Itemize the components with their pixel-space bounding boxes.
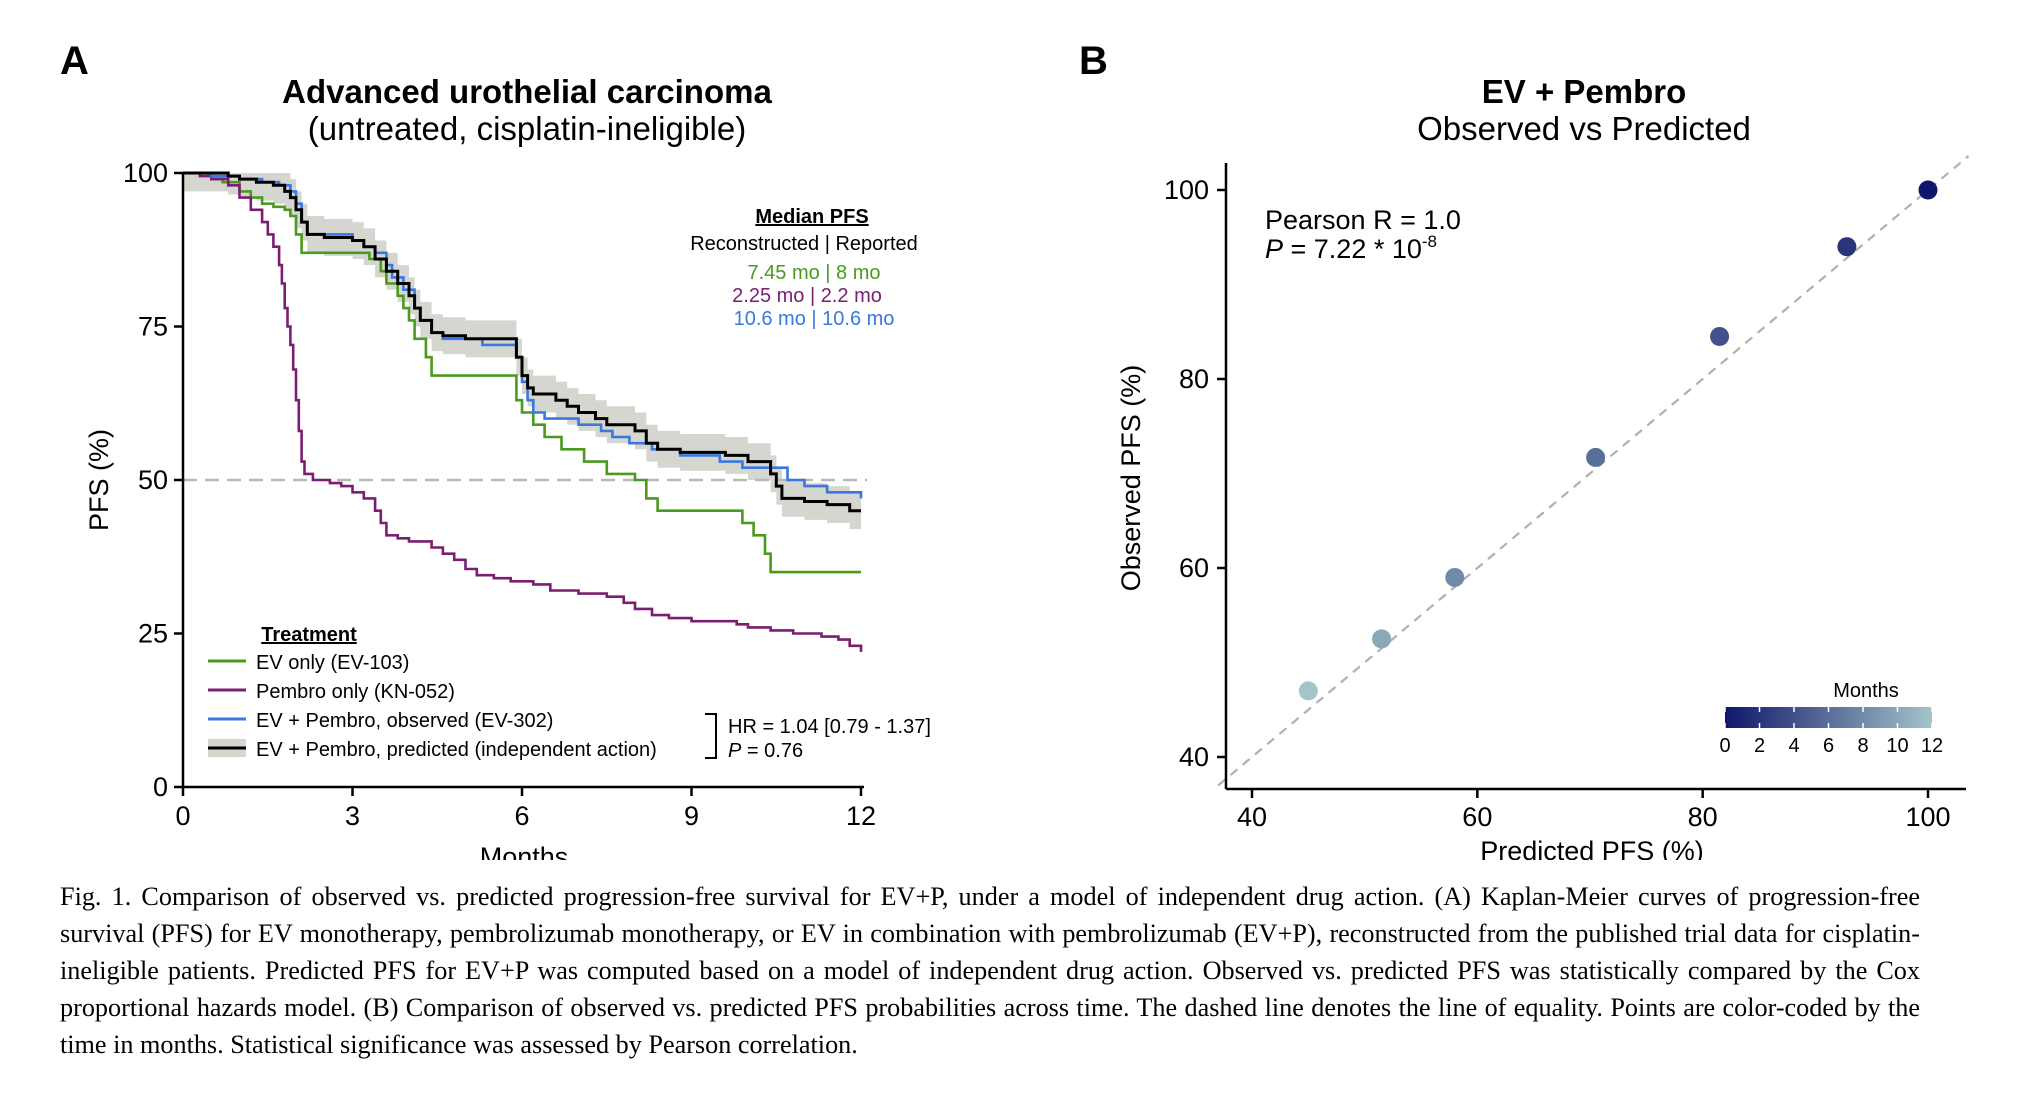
km-plot-area (183, 171, 867, 652)
colorbar-tick-label: 6 (1823, 735, 1834, 757)
scatter-point (1837, 237, 1857, 257)
legend-label-ev: EV only (EV-103) (256, 652, 409, 674)
panel-a-title: Advanced urothelial carcinoma (282, 73, 772, 110)
km-x-tick-label: 3 (345, 801, 360, 831)
km-y-tick-label: 75 (138, 312, 168, 342)
colorbar-title: Months (1833, 680, 1899, 702)
km-curve-evp-observed (183, 171, 863, 499)
km-x-tick-label: 6 (514, 801, 529, 831)
panel-b-title: EV + Pembro (1482, 73, 1687, 110)
km-y-tick-label: 25 (138, 619, 168, 649)
scatter-y-axis-label: Observed PFS (%) (1116, 365, 1146, 592)
scatter-x-axis-label: Predicted PFS (%) (1480, 836, 1704, 860)
scatter-point (1372, 629, 1392, 649)
scatter-x-tick-label: 80 (1688, 802, 1718, 832)
panel-b-subtitle: Observed vs Predicted (1417, 110, 1751, 147)
panel-a: A Advanced urothelial carcinoma (untreat… (60, 39, 931, 860)
colorbar-tick-label: 12 (1921, 735, 1943, 757)
scatter-point (1710, 326, 1730, 346)
km-y-tick-label: 0 (153, 772, 168, 802)
legend-label-pembro: Pembro only (KN-052) (256, 681, 455, 703)
km-x-tick-label: 9 (684, 801, 699, 831)
pearson-p-value: P = 7.22 * 10-8 (1265, 232, 1437, 264)
scatter-y-tick-label: 40 (1179, 742, 1209, 772)
km-curve-ev-only (183, 171, 861, 574)
scatter-x-tick-label: 40 (1237, 802, 1267, 832)
panel-a-subtitle: (untreated, cisplatin-ineligible) (308, 110, 746, 147)
scatter-y-tick-label: 60 (1179, 553, 1209, 583)
median-pfs-heading: Median PFS (755, 206, 868, 228)
km-x-tick-label: 0 (175, 801, 190, 831)
scatter-point (1918, 180, 1938, 200)
km-axis-ticks: 0 3 6 9 12 0 25 50 75 100 (123, 158, 876, 831)
scatter-point (1298, 681, 1318, 701)
colorbar-gradient (1725, 707, 1932, 728)
treatment-legend: Treatment EV only (EV-103) Pembro only (… (208, 624, 657, 761)
km-y-tick-label: 100 (123, 158, 168, 188)
identity-line (1217, 155, 1970, 787)
median-pfs-ev: 7.45 mo | 8 mo (747, 262, 880, 284)
scatter-point (1445, 567, 1465, 587)
median-pfs-pembro: 2.25 mo | 2.2 mo (732, 285, 882, 307)
km-curve-pembro-only (183, 171, 863, 652)
scatter-x-tick-label: 60 (1462, 802, 1492, 832)
colorbar-tick-label: 8 (1857, 735, 1868, 757)
km-confidence-band (183, 173, 861, 530)
months-colorbar: Months 0 2 4 6 8 10 12 (1719, 680, 1943, 757)
legend-label-evp-predicted: EV + Pembro, predicted (independent acti… (256, 739, 657, 761)
km-y-tick-label: 50 (138, 465, 168, 495)
pearson-p-label: P (1265, 234, 1283, 264)
panel-a-letter: A (60, 39, 89, 83)
colorbar-tick-label: 4 (1788, 735, 1799, 757)
km-curve-evp-predicted (183, 171, 861, 513)
scatter-y-tick-label: 80 (1179, 364, 1209, 394)
figure-caption: Fig. 1. Comparison of observed vs. predi… (60, 882, 1920, 1059)
median-pfs-subheading: Reconstructed | Reported (690, 233, 918, 255)
km-x-axis-label: Months (480, 842, 569, 860)
figure: A Advanced urothelial carcinoma (untreat… (60, 39, 1970, 860)
pearson-p-number: = 7.22 * 10 (1283, 234, 1422, 264)
legend-label-evp-observed: EV + Pembro, observed (EV-302) (256, 710, 553, 732)
scatter-plot-area (1217, 155, 1970, 787)
colorbar-tick-label: 2 (1754, 735, 1765, 757)
median-pfs-box: Median PFS Reconstructed | Reported 7.45… (690, 206, 918, 330)
colorbar-tick-label: 0 (1719, 735, 1730, 757)
pearson-r-text: Pearson R = 1.0 (1265, 205, 1461, 235)
hr-p-label: P (728, 740, 742, 762)
km-y-axis-label: PFS (%) (84, 429, 114, 531)
panel-b: B EV + Pembro Observed vs Predicted 40 60… (1079, 39, 1970, 860)
median-pfs-evp: 10.6 mo | 10.6 mo (734, 308, 895, 330)
colorbar-ticks: 0 2 4 6 8 10 12 (1719, 707, 1943, 757)
legend-keys (208, 659, 246, 757)
hr-p-number: = 0.76 (741, 740, 803, 762)
legend-title: Treatment (261, 624, 357, 646)
scatter-x-tick-label: 100 (1905, 802, 1950, 832)
hr-bracket (705, 713, 717, 759)
colorbar-tick-label: 10 (1886, 735, 1908, 757)
scatter-y-tick-label: 100 (1164, 175, 1209, 205)
km-x-tick-label: 12 (846, 801, 876, 831)
hr-p-value: P = 0.76 (728, 740, 803, 762)
panel-b-letter: B (1079, 39, 1108, 83)
pearson-p-exponent: -8 (1422, 232, 1437, 251)
hr-text: HR = 1.04 [0.79 - 1.37] (728, 716, 931, 738)
scatter-point (1586, 447, 1606, 467)
